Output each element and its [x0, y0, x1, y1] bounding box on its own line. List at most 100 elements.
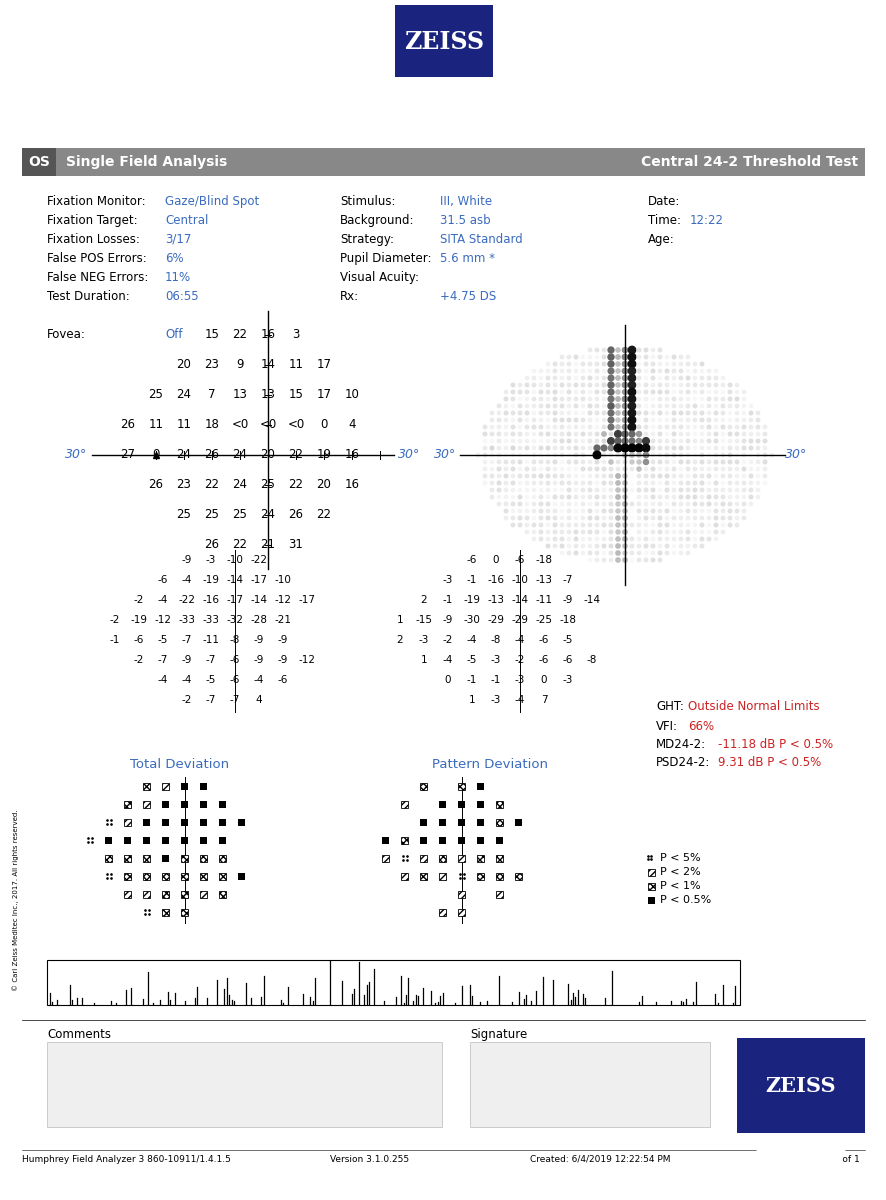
Circle shape [573, 538, 577, 541]
FancyBboxPatch shape [382, 836, 389, 844]
Circle shape [510, 474, 514, 478]
Circle shape [657, 558, 661, 562]
Circle shape [615, 355, 619, 359]
Circle shape [686, 376, 689, 380]
Circle shape [566, 496, 571, 499]
Circle shape [525, 461, 528, 463]
Circle shape [560, 432, 563, 436]
Circle shape [595, 412, 598, 415]
Circle shape [497, 488, 501, 492]
Text: 0: 0 [493, 554, 499, 565]
Circle shape [664, 509, 668, 512]
Circle shape [587, 397, 591, 401]
Circle shape [517, 412, 521, 415]
Circle shape [595, 551, 598, 554]
Circle shape [580, 523, 584, 527]
Circle shape [706, 419, 710, 421]
Text: 10: 10 [344, 389, 359, 402]
Circle shape [553, 383, 556, 386]
Circle shape [574, 425, 577, 428]
Text: Age:: Age: [648, 233, 674, 246]
Circle shape [609, 496, 612, 499]
Circle shape [573, 404, 577, 408]
Text: © Carl Zeiss Meditec Inc., 2017. All rights reserved.: © Carl Zeiss Meditec Inc., 2017. All rig… [12, 809, 19, 991]
Circle shape [672, 419, 675, 421]
Circle shape [770, 454, 773, 457]
Circle shape [483, 454, 486, 457]
Circle shape [664, 530, 668, 534]
Circle shape [566, 439, 571, 443]
Circle shape [693, 454, 696, 456]
Circle shape [707, 523, 710, 527]
FancyBboxPatch shape [648, 869, 654, 876]
Circle shape [553, 530, 556, 534]
Circle shape [497, 503, 500, 505]
Text: 11: 11 [148, 419, 163, 432]
Text: -7: -7 [206, 695, 216, 704]
Circle shape [627, 409, 635, 416]
Circle shape [643, 383, 647, 386]
Circle shape [622, 481, 626, 485]
Text: -14: -14 [250, 595, 268, 605]
Circle shape [497, 496, 500, 499]
Circle shape [567, 454, 570, 456]
Circle shape [749, 412, 752, 415]
Circle shape [727, 432, 731, 436]
Text: VFI:: VFI: [656, 720, 677, 733]
Circle shape [553, 439, 556, 443]
Text: <0: <0 [231, 419, 248, 432]
Circle shape [609, 454, 612, 457]
Circle shape [497, 425, 500, 428]
Circle shape [727, 383, 731, 386]
Text: 11: 11 [176, 419, 191, 432]
Circle shape [664, 397, 668, 401]
Text: 25: 25 [205, 509, 219, 522]
Circle shape [574, 377, 577, 379]
Circle shape [615, 502, 619, 506]
Text: 6%: 6% [165, 252, 183, 265]
Circle shape [615, 348, 619, 352]
Circle shape [713, 461, 717, 463]
Circle shape [650, 558, 654, 562]
FancyBboxPatch shape [162, 836, 169, 844]
Text: Created: 6/4/2019 12:22:54 PM: Created: 6/4/2019 12:22:54 PM [530, 1154, 670, 1164]
Circle shape [734, 496, 738, 499]
Circle shape [539, 461, 542, 463]
Circle shape [720, 523, 724, 527]
FancyBboxPatch shape [22, 148, 56, 176]
Text: -4: -4 [514, 635, 525, 646]
Text: 26: 26 [288, 509, 303, 522]
Circle shape [734, 412, 738, 415]
Circle shape [664, 383, 668, 386]
Circle shape [727, 412, 731, 414]
Text: -7: -7 [229, 695, 240, 704]
Circle shape [693, 474, 696, 478]
Circle shape [553, 503, 556, 505]
Circle shape [504, 516, 507, 520]
Text: 16: 16 [344, 449, 359, 462]
Circle shape [623, 467, 626, 470]
Text: -22: -22 [250, 554, 268, 565]
Circle shape [483, 446, 486, 450]
Text: 13: 13 [232, 389, 247, 402]
Circle shape [553, 545, 556, 547]
Circle shape [664, 496, 668, 499]
Circle shape [504, 454, 507, 456]
Circle shape [587, 461, 591, 463]
Circle shape [483, 474, 486, 478]
Circle shape [650, 545, 654, 547]
Circle shape [483, 432, 486, 436]
Circle shape [650, 370, 654, 373]
Circle shape [504, 461, 507, 463]
Circle shape [622, 361, 627, 366]
Circle shape [560, 425, 563, 428]
Circle shape [664, 355, 668, 359]
Circle shape [510, 481, 514, 485]
FancyBboxPatch shape [144, 818, 151, 826]
Circle shape [580, 467, 584, 470]
Circle shape [727, 474, 731, 478]
Circle shape [643, 538, 647, 541]
Circle shape [679, 538, 682, 541]
FancyBboxPatch shape [219, 854, 226, 862]
Circle shape [763, 454, 766, 457]
